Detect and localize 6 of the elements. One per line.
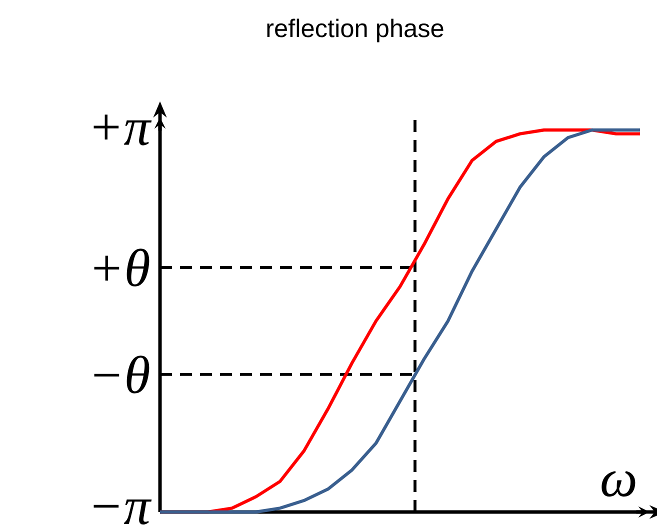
text: +π: [94, 114, 152, 146]
text: −π: [94, 500, 152, 524]
ref-line-label: −θ: [94, 356, 150, 394]
x-axis-title: ω: [602, 471, 636, 497]
ref-line-label: +θ: [94, 248, 150, 286]
chart-title: reflection phase: [267, 18, 444, 42]
